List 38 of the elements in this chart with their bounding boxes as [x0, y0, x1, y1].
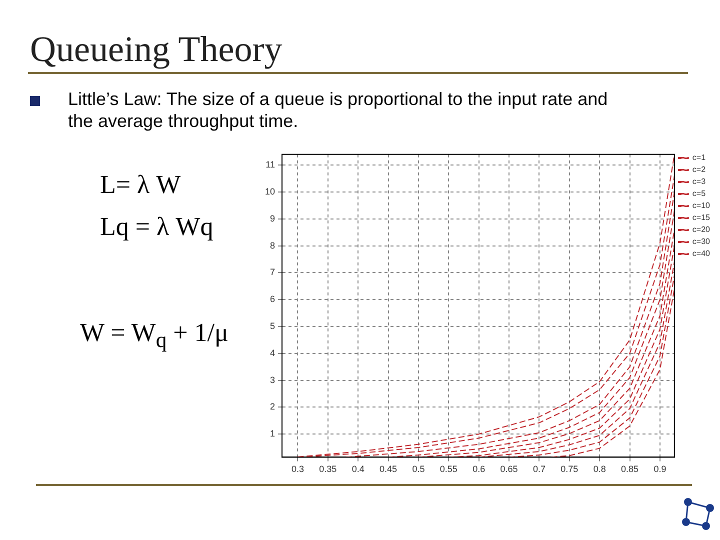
x-tick-label: 0.7 — [532, 464, 546, 474]
legend-label: c=2 — [692, 165, 706, 174]
x-tick-label: 0.45 — [380, 464, 398, 474]
y-tick-label: 4 — [270, 348, 276, 358]
x-tick-label: 0.75 — [560, 464, 578, 474]
text: W = W$_{q}$ + 1/μ — [80, 318, 228, 354]
y-tick-label: 5 — [270, 320, 276, 331]
y-tick-label: 2 — [270, 402, 276, 412]
legend-label: c=40 — [692, 249, 711, 258]
legend-label: c=15 — [692, 213, 711, 222]
text: L= λ W — [100, 170, 181, 200]
x-tick-label: 0.65 — [500, 464, 518, 474]
x-tick-label: 0.4 — [352, 464, 364, 474]
y-tick-label: 6 — [270, 294, 276, 304]
legend-label: c=3 — [692, 177, 706, 186]
x-tick-label: 0.5 — [412, 464, 425, 474]
legend-label: c=1 — [692, 153, 706, 162]
x-tick-label: 0.3 — [291, 464, 304, 474]
y-tick-label: 3 — [270, 374, 276, 385]
x-tick-label: 0.8 — [593, 464, 606, 474]
y-tick-label: 8 — [270, 240, 276, 250]
chart-title: Queueing Theory — [30, 28, 282, 70]
y-tick-label: 7 — [270, 267, 276, 278]
x-tick-label: 0.85 — [620, 464, 639, 474]
legend-label: c=5 — [692, 189, 706, 198]
y-tick-label: 11 — [266, 160, 276, 170]
chart-subtitle: Little’s Law: The size of a queue is proportional to the input rate and the average throughput time. — [68, 88, 609, 132]
legend-label: c=10 — [692, 201, 711, 210]
x-tick-label: 0.6 — [472, 464, 486, 474]
x-tick-label: 0.9 — [654, 464, 666, 474]
legend-label: c=20 — [692, 225, 711, 234]
y-tick-label: 10 — [264, 186, 276, 197]
text: Lq = λ Wq — [100, 212, 214, 242]
x-tick-label: 0.55 — [440, 464, 458, 474]
y-tick-label: 9 — [270, 213, 276, 224]
legend-label: c=30 — [692, 237, 711, 246]
x-tick-label: 0.35 — [319, 464, 337, 474]
y-tick-label: 1 — [270, 428, 276, 439]
